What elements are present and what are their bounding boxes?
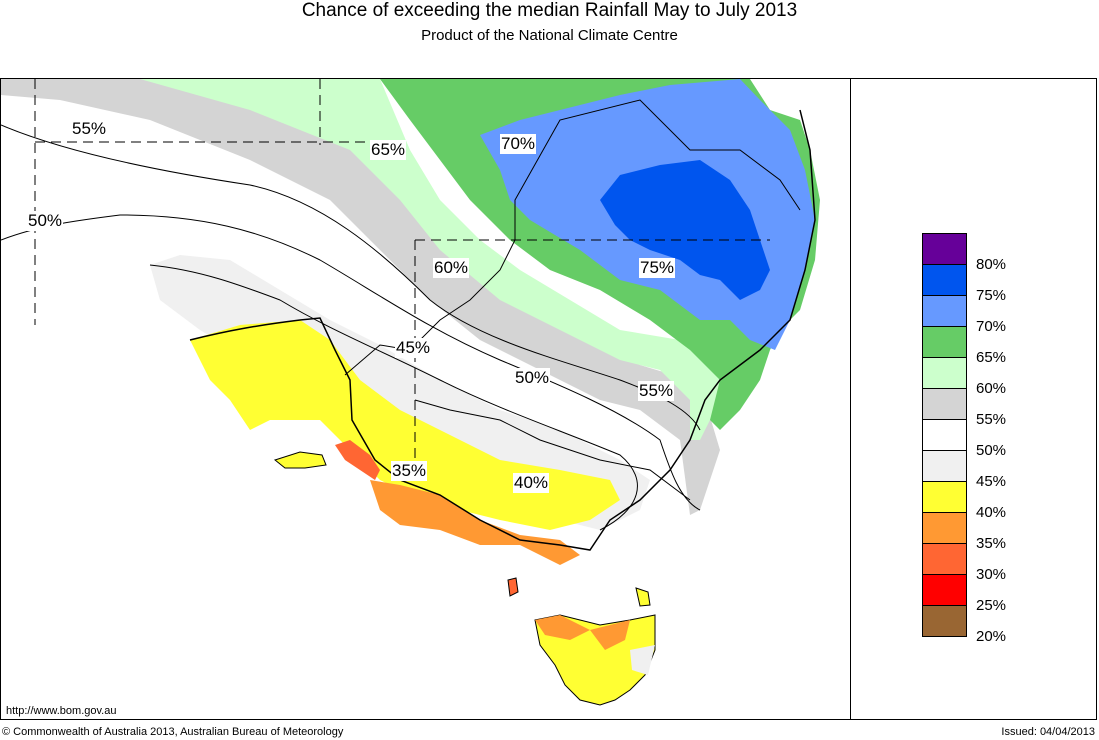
contour-label-55-north: 55% bbox=[71, 119, 108, 139]
band-35 bbox=[370, 480, 580, 565]
legend-swatch bbox=[922, 481, 967, 512]
legend-swatch bbox=[922, 295, 967, 326]
legend-swatch bbox=[922, 233, 967, 264]
legend-row: 80% bbox=[922, 233, 1006, 273]
legend-label: 30% bbox=[976, 566, 1007, 583]
legend-row: 75% bbox=[922, 264, 1006, 304]
legend-row: 35% bbox=[922, 512, 1006, 552]
contour-label-65: 65% bbox=[370, 140, 407, 160]
contour-label-45: 45% bbox=[395, 338, 432, 358]
contour-label-55-east: 55% bbox=[638, 381, 675, 401]
map-title: Chance of exceeding the median Rainfall … bbox=[301, 0, 798, 21]
legend-swatch bbox=[922, 419, 967, 450]
legend-row: 25% bbox=[922, 574, 1006, 614]
legend-row: 55% bbox=[922, 388, 1006, 428]
tasmania-ne bbox=[590, 620, 630, 650]
legend-swatch bbox=[922, 388, 967, 419]
contour-label-50-east: 50% bbox=[514, 368, 551, 388]
legend-swatch bbox=[922, 574, 967, 605]
band-40 bbox=[190, 320, 620, 530]
legend-label: 65% bbox=[976, 349, 1007, 366]
king-island bbox=[507, 577, 519, 597]
legend-row: 50% bbox=[922, 419, 1006, 459]
legend-label: 25% bbox=[976, 597, 1007, 614]
contour-label-60: 60% bbox=[433, 258, 470, 278]
legend-swatch bbox=[922, 512, 967, 543]
legend-label: 20% bbox=[976, 628, 1007, 645]
legend-row: 65% bbox=[922, 326, 1006, 366]
legend-label: 80% bbox=[976, 256, 1007, 273]
tasmania-se bbox=[630, 645, 655, 675]
contour-label-75: 75% bbox=[639, 258, 676, 278]
map-frame bbox=[0, 78, 1097, 720]
contour-label-50-west: 50% bbox=[27, 211, 64, 231]
legend-label: 45% bbox=[976, 473, 1007, 490]
issued-date: Issued: 04/04/2013 bbox=[1001, 726, 1095, 738]
map-subtitle: Product of the National Climate Centre bbox=[421, 27, 678, 44]
legend-label: 55% bbox=[976, 411, 1007, 428]
legend-swatch bbox=[922, 450, 967, 481]
legend-row: 30% bbox=[922, 543, 1006, 583]
band-30 bbox=[335, 440, 380, 480]
source-url[interactable]: http://www.bom.gov.au bbox=[6, 705, 117, 717]
contour-label-35: 35% bbox=[391, 461, 428, 481]
legend-row: 45% bbox=[922, 450, 1006, 490]
kangaroo-island bbox=[273, 451, 327, 469]
flinders-island bbox=[635, 587, 651, 607]
legend-swatch bbox=[922, 264, 967, 295]
legend-row: 60% bbox=[922, 357, 1006, 397]
band-75 bbox=[600, 160, 770, 300]
legend-label: 40% bbox=[976, 504, 1007, 521]
contour-label-70: 70% bbox=[500, 134, 537, 154]
rainfall-map bbox=[1, 79, 820, 706]
legend-swatch bbox=[922, 357, 967, 388]
legend-swatch bbox=[922, 543, 967, 574]
legend-swatch bbox=[922, 326, 967, 357]
copyright-notice: © Commonwealth of Australia 2013, Austra… bbox=[2, 726, 344, 738]
legend-label: 35% bbox=[976, 535, 1007, 552]
contour-label-40: 40% bbox=[513, 473, 550, 493]
coastline bbox=[189, 109, 816, 551]
legend-row: 40% bbox=[922, 481, 1006, 521]
color-legend: 80% 75% 70% 65% 60% 55% 50% 45% 40% 35% 30% 25% 20% bbox=[922, 233, 1006, 645]
legend-label: 75% bbox=[976, 287, 1007, 304]
legend-divider bbox=[850, 78, 851, 720]
legend-row: 70% bbox=[922, 295, 1006, 335]
legend-label: 50% bbox=[976, 442, 1007, 459]
legend-swatch bbox=[922, 605, 967, 637]
legend-label: 60% bbox=[976, 380, 1007, 397]
grid-lines bbox=[34, 79, 770, 480]
legend-row: 20% bbox=[922, 605, 1006, 645]
legend-label: 70% bbox=[976, 318, 1007, 335]
band-55-north bbox=[1, 79, 720, 515]
tasmania-nw bbox=[535, 615, 590, 640]
contour-lines bbox=[1, 124, 701, 531]
